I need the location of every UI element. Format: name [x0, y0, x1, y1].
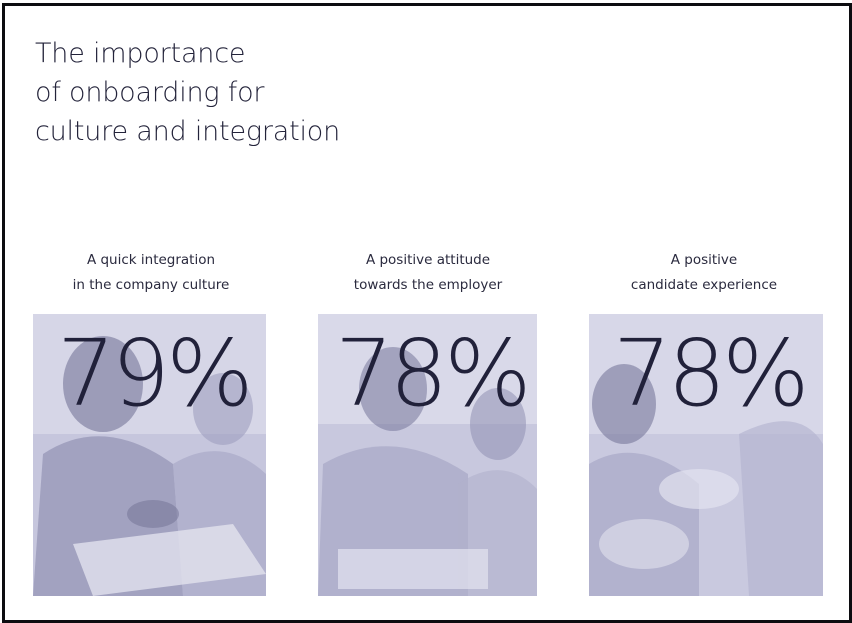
caption-line: A positive: [670, 252, 738, 268]
stat-value: 79%: [57, 320, 253, 427]
group-discussion-photo: [318, 314, 537, 596]
photo-illustration: [589, 314, 823, 596]
slide-title: The importance of onboarding for culture…: [35, 34, 340, 151]
slide-frame: The importance of onboarding for culture…: [2, 3, 852, 623]
stat-value: 78%: [613, 320, 809, 427]
caption-line: A positive attitude: [365, 252, 491, 268]
caption-line: towards the employer: [353, 277, 503, 293]
stat-caption: A positive attitude towards the employer: [288, 248, 568, 298]
stat-caption: A positive candidate experience: [564, 248, 844, 298]
conversation-photo: [589, 314, 823, 596]
photo-illustration: [318, 314, 537, 596]
caption-line: A quick integration: [86, 252, 216, 268]
stat-value: 78%: [335, 320, 531, 427]
caption-line: candidate experience: [630, 277, 778, 293]
title-line: The importance: [35, 38, 246, 69]
stat-caption: A quick integration in the company cultu…: [11, 248, 291, 298]
team-meeting-photo: [33, 314, 266, 596]
caption-line: in the company culture: [72, 277, 230, 293]
photo-illustration: [33, 314, 266, 596]
title-line: culture and integration: [35, 116, 341, 147]
title-line: of onboarding for: [35, 77, 265, 108]
